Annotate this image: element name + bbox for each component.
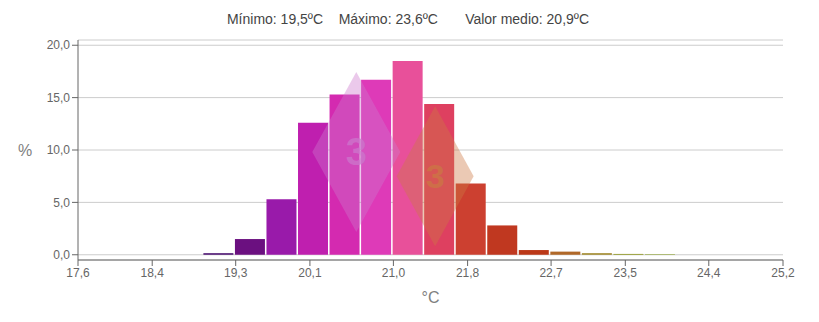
svg-text:20,0: 20,0 [47,38,71,52]
svg-text:°C: °C [422,289,440,306]
svg-text:21,8: 21,8 [456,266,480,280]
svg-text:17,6: 17,6 [66,266,90,280]
html-text:Mínimo: 19,5ºC Máximo: 23,6ºC: Mínimo: 19,5ºC Máximo: 23,6ºC Valor medi… [226,11,589,27]
svg-text:22,7: 22,7 [539,266,563,280]
svg-text:21,0: 21,0 [382,266,406,280]
svg-text:24,4: 24,4 [697,266,721,280]
svg-text:5,0: 5,0 [53,196,70,210]
svg-text:15,0: 15,0 [47,91,71,105]
svg-text:%: % [18,142,32,159]
svg-text:19,3: 19,3 [224,266,248,280]
svg-text:18,4: 18,4 [141,266,165,280]
svg-text:23,5: 23,5 [614,266,638,280]
svg-text:3: 3 [346,131,367,173]
svg-text:10,0: 10,0 [47,143,71,157]
svg-text:3: 3 [426,157,445,195]
svg-text:25,2: 25,2 [771,266,795,280]
svg-text:20,1: 20,1 [298,266,322,280]
svg-text:0,0: 0,0 [53,248,70,262]
